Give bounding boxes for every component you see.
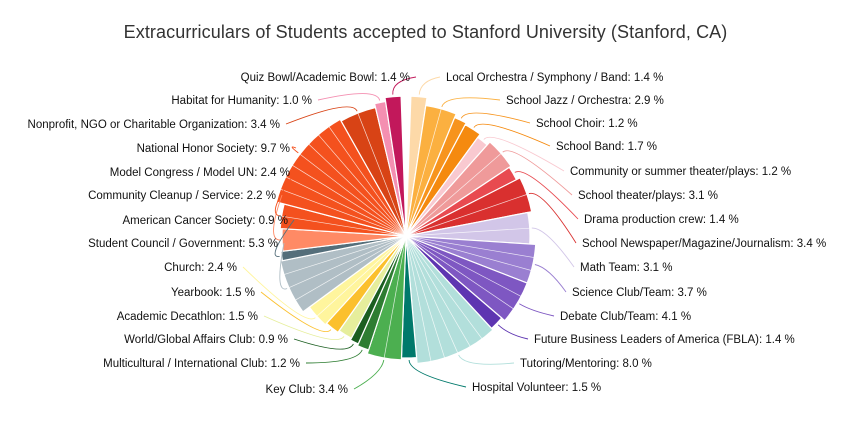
slice-label: Student Council / Government: 5.3 %	[88, 238, 278, 250]
leader-line	[531, 227, 575, 268]
slice-label: Quiz Bowl/Academic Bowl: 1.4 %	[241, 72, 410, 84]
slice-label: National Honor Society: 9.7 %	[137, 143, 290, 155]
slice-stripe	[308, 143, 407, 237]
slice-labels: Local Orchestra / Symphony / Band: 1.4 %…	[28, 72, 827, 396]
slice-stripe	[299, 153, 407, 237]
leader-line	[242, 266, 316, 320]
leader-line	[441, 97, 501, 108]
slice-label: School Jazz / Orchestra: 2.9 %	[506, 95, 664, 107]
slice-label: Key Club: 3.4 %	[266, 384, 348, 396]
slice-stripe	[405, 235, 432, 362]
leader-line	[418, 76, 441, 95]
leader-line	[263, 315, 345, 341]
slice-stripe	[285, 176, 407, 237]
slice-label: World/Global Affairs Club: 0.9 %	[124, 334, 288, 346]
slice-label: American Cancer Society: 0.9 %	[122, 215, 288, 227]
slice-label: Science Club/Team: 3.7 %	[572, 287, 707, 299]
slice-label: School Band: 1.7 %	[556, 141, 657, 153]
slice-stripe	[405, 235, 459, 354]
leader-line	[260, 291, 332, 333]
slice-label: Tutoring/Mentoring: 8.0 %	[520, 358, 652, 370]
leader-line	[274, 171, 297, 217]
slice-stripe	[283, 235, 407, 275]
slice-stripe	[405, 235, 483, 340]
slice-label: Yearbook: 1.5 %	[171, 287, 255, 299]
pie-slice	[384, 95, 407, 237]
leader-line	[514, 171, 579, 220]
slice-label: Hospital Volunteer: 1.5 %	[472, 382, 601, 394]
slice-label: Drama production crew: 1.4 %	[584, 214, 739, 226]
leader-line	[528, 192, 577, 244]
slice-label: School Newspaper/Magazine/Journalism: 3.…	[582, 238, 826, 250]
leader-line	[497, 324, 529, 340]
leader-line	[473, 123, 551, 147]
slice-stripe	[405, 235, 514, 310]
slice-label: Future Business Leaders of America (FBLA…	[534, 334, 795, 346]
slice-stripe	[405, 108, 442, 237]
slice-stripe	[316, 235, 407, 317]
leader-line	[279, 242, 288, 290]
slice-label: Multicultural / International Club: 1.2 …	[103, 358, 300, 370]
slice-stripe	[280, 188, 407, 237]
leader-line	[408, 359, 467, 388]
leader-line	[293, 338, 354, 350]
slice-stripe	[405, 194, 528, 237]
slice-label: Habitat for Humanity: 1.0 %	[171, 95, 312, 107]
slice-label: Local Orchestra / Symphony / Band: 1.4 %	[446, 72, 663, 84]
slice-label: Math Team: 3.1 %	[580, 262, 672, 274]
slice-label: Community or summer theater/plays: 1.2 %	[570, 166, 791, 178]
pie-slice	[405, 123, 481, 237]
slice-stripe	[318, 134, 407, 237]
leader-line	[274, 219, 295, 257]
slice-label: Community Cleanup / Service: 2.2 %	[88, 190, 276, 202]
slice-stripe	[405, 235, 445, 359]
slice-stripe	[405, 153, 502, 237]
slice-stripe	[288, 235, 407, 289]
pie-slice	[405, 104, 457, 237]
slice-label: Church: 2.4 %	[164, 262, 237, 274]
pie-slice	[405, 116, 467, 237]
leader-line	[483, 136, 565, 172]
leader-line	[502, 150, 573, 196]
slice-stripe	[383, 235, 407, 359]
slice-label: Debate Club/Team: 4.1 %	[560, 311, 691, 323]
leader-line	[519, 303, 555, 317]
slice-stripe	[292, 164, 407, 237]
leader-line	[534, 264, 567, 293]
slice-stripe	[405, 235, 535, 258]
slice-label: Academic Decathlon: 1.5 %	[117, 311, 258, 323]
slice-label: School Choir: 1.2 %	[536, 118, 638, 130]
leader-line	[458, 354, 515, 365]
leader-line	[460, 112, 531, 124]
leader-lines	[242, 76, 579, 390]
slice-stripe	[405, 227, 530, 237]
leader-line	[285, 106, 358, 125]
slice-stripe	[405, 235, 532, 271]
pie-slice	[405, 141, 512, 237]
leader-line	[273, 194, 283, 241]
slice-label: School theater/plays: 3.1 %	[578, 190, 718, 202]
pie-slice	[405, 177, 533, 237]
slice-stripe	[357, 112, 407, 237]
slice-stripe	[295, 235, 407, 301]
leader-line	[317, 93, 381, 101]
leader-line	[353, 359, 385, 390]
slice-label: Nonprofit, NGO or Charitable Organizatio…	[28, 119, 280, 131]
slice-label: Model Congress / Model UN: 2.4 %	[110, 167, 290, 179]
leader-line	[392, 76, 417, 95]
pie-slice	[405, 235, 528, 322]
slice-stripe	[328, 126, 407, 237]
leader-line	[305, 349, 363, 364]
slice-stripe	[405, 235, 522, 297]
slice-stripe	[405, 235, 471, 347]
slice-stripe	[281, 215, 407, 237]
leader-line	[291, 146, 299, 154]
chart-title: Extracurriculars of Students accepted to…	[123, 22, 728, 42]
pie-slices	[275, 95, 537, 365]
